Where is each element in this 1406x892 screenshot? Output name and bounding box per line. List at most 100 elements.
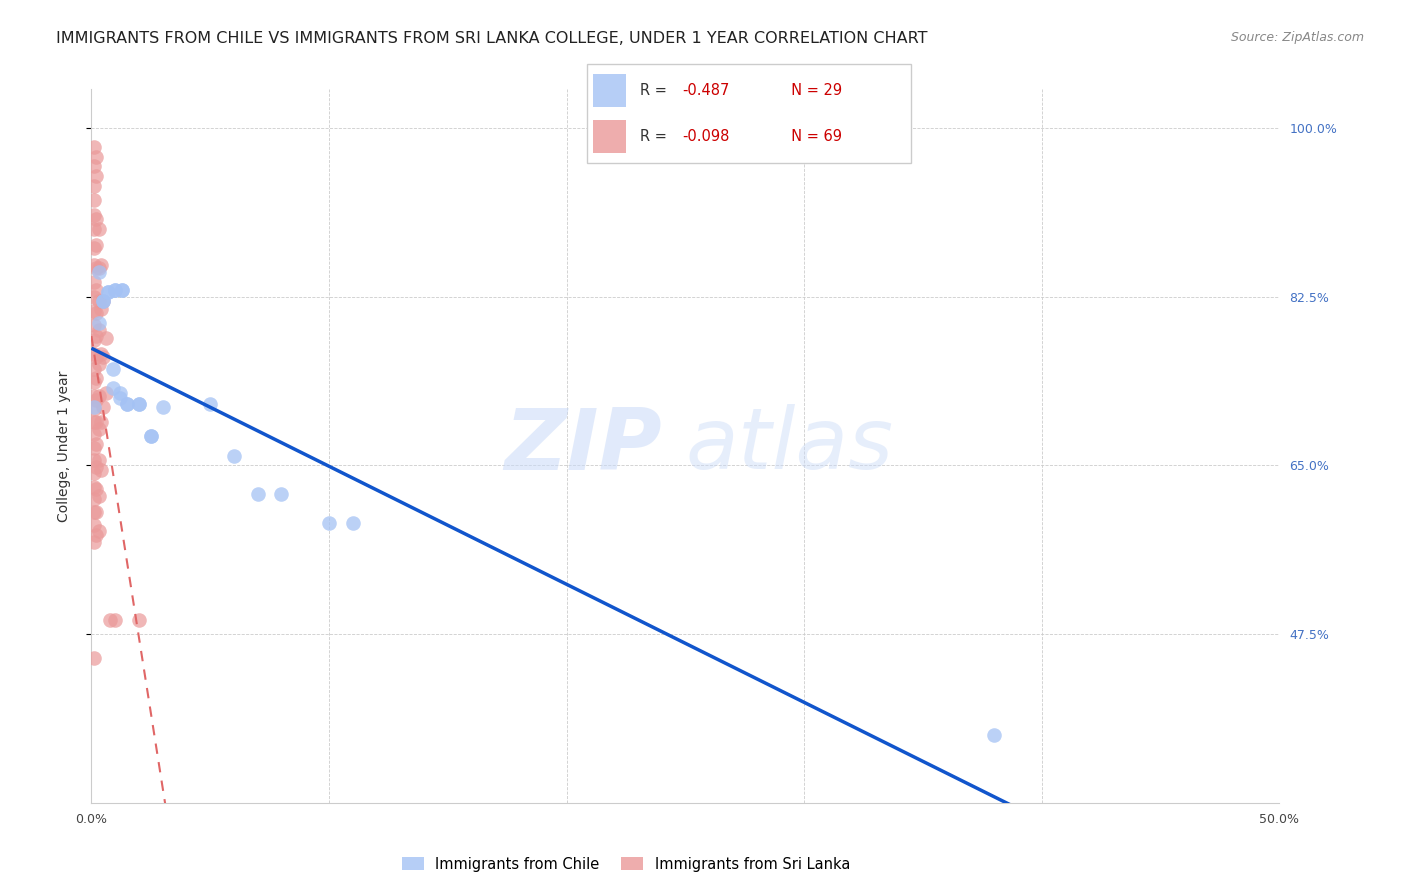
- Point: [84, 169, 107, 183]
- Point: [152, 401, 174, 415]
- Point: [83, 505, 105, 519]
- Point: [94, 331, 117, 345]
- Point: [84, 150, 107, 164]
- Text: IMMIGRANTS FROM CHILE VS IMMIGRANTS FROM SRI LANKA COLLEGE, UNDER 1 YEAR CORRELA: IMMIGRANTS FROM CHILE VS IMMIGRANTS FROM…: [56, 31, 928, 46]
- Point: [84, 415, 107, 429]
- Point: [139, 429, 162, 443]
- Point: [83, 415, 105, 429]
- Point: [318, 516, 340, 530]
- Point: [100, 613, 122, 627]
- Point: [90, 463, 112, 477]
- Point: [91, 351, 114, 365]
- Point: [87, 222, 110, 236]
- Point: [83, 193, 105, 207]
- Point: [83, 389, 105, 403]
- Text: -0.098: -0.098: [683, 128, 730, 144]
- Point: [87, 357, 110, 371]
- Point: [270, 487, 292, 501]
- Y-axis label: College, Under 1 year: College, Under 1 year: [56, 370, 70, 522]
- Point: [108, 391, 131, 405]
- Point: [128, 396, 150, 410]
- Point: [87, 489, 110, 503]
- Point: [115, 396, 138, 410]
- Point: [115, 396, 138, 410]
- Point: [94, 386, 117, 401]
- Point: [104, 613, 127, 627]
- Point: [87, 316, 110, 330]
- Point: [83, 318, 105, 333]
- Point: [87, 422, 110, 436]
- Point: [83, 333, 105, 347]
- Point: [84, 329, 107, 343]
- Point: [83, 304, 105, 318]
- Point: [97, 285, 120, 299]
- Point: [83, 427, 105, 442]
- Point: [83, 275, 105, 289]
- Point: [83, 518, 105, 533]
- Point: [84, 371, 107, 385]
- Bar: [593, 120, 627, 153]
- Text: -0.487: -0.487: [683, 83, 730, 97]
- Point: [97, 285, 120, 299]
- Point: [84, 392, 107, 407]
- Point: [87, 453, 110, 467]
- Point: [101, 362, 124, 376]
- Point: [90, 258, 112, 272]
- Point: [108, 386, 131, 401]
- Point: [83, 178, 105, 193]
- Point: [84, 505, 107, 519]
- Point: [84, 527, 107, 541]
- Point: [83, 241, 105, 255]
- Point: [83, 491, 105, 506]
- Point: [101, 381, 124, 395]
- Point: [139, 429, 162, 443]
- Point: [84, 212, 107, 227]
- Point: [90, 347, 112, 361]
- Point: [84, 351, 107, 365]
- Point: [983, 728, 1005, 742]
- Point: [83, 453, 105, 467]
- Point: [87, 265, 110, 279]
- Point: [83, 466, 105, 480]
- Text: R =: R =: [640, 83, 671, 97]
- Point: [83, 362, 105, 376]
- Point: [83, 401, 105, 415]
- Point: [83, 140, 105, 154]
- Point: [91, 294, 114, 309]
- Point: [84, 238, 107, 252]
- Point: [84, 483, 107, 497]
- Point: [83, 289, 105, 303]
- Point: [87, 323, 110, 337]
- Text: R =: R =: [640, 128, 671, 144]
- Point: [128, 396, 150, 410]
- Point: [83, 376, 105, 390]
- Point: [83, 535, 105, 549]
- Point: [91, 294, 114, 309]
- Point: [128, 613, 150, 627]
- Point: [104, 283, 127, 297]
- Point: [83, 402, 105, 417]
- Bar: [593, 74, 627, 106]
- FancyBboxPatch shape: [586, 64, 911, 163]
- Point: [90, 301, 112, 316]
- Text: N = 69: N = 69: [782, 128, 842, 144]
- Point: [84, 306, 107, 320]
- Point: [111, 283, 134, 297]
- Point: [87, 524, 110, 538]
- Point: [87, 294, 110, 309]
- Text: Source: ZipAtlas.com: Source: ZipAtlas.com: [1230, 31, 1364, 45]
- Point: [83, 258, 105, 272]
- Point: [83, 222, 105, 236]
- Point: [84, 437, 107, 451]
- Text: atlas: atlas: [685, 404, 893, 488]
- Point: [83, 208, 105, 222]
- Text: ZIP: ZIP: [503, 404, 662, 488]
- Point: [104, 283, 127, 297]
- Point: [91, 401, 114, 415]
- Point: [342, 516, 364, 530]
- Point: [111, 283, 134, 297]
- Point: [222, 449, 245, 463]
- Point: [83, 347, 105, 361]
- Point: [83, 159, 105, 173]
- Point: [83, 479, 105, 493]
